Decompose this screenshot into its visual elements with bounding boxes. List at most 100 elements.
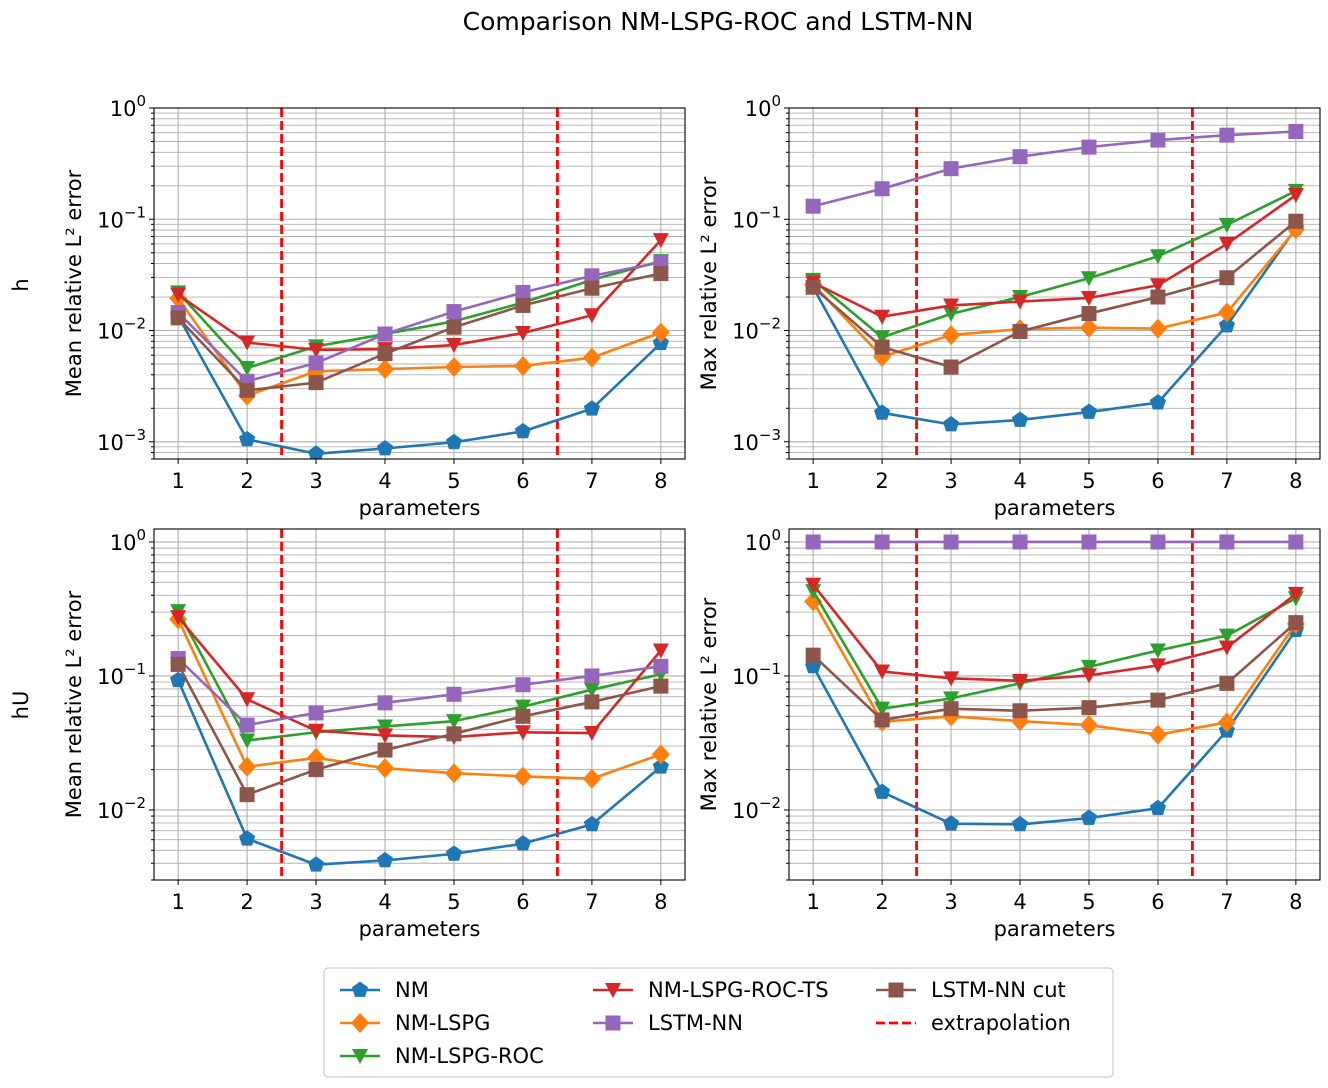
series-line-lstm-nn-cut (176, 663, 662, 796)
data-point (308, 705, 324, 721)
data-point (805, 647, 821, 663)
x-tick-label: 5 (1082, 469, 1095, 493)
data-point (1287, 586, 1304, 602)
data-point (943, 701, 959, 717)
data-point (376, 758, 395, 779)
x-tick-label: 8 (1289, 469, 1302, 493)
data-point (239, 717, 255, 733)
data-point (307, 856, 325, 872)
x-tick-label: 5 (447, 890, 460, 914)
data-point (513, 355, 532, 376)
data-point (652, 643, 669, 659)
series-line-lstm-nn-cut (177, 272, 662, 392)
data-point (308, 375, 324, 391)
x-tick-label: 3 (309, 469, 322, 493)
figure-title: Comparison NM-LSPG-ROC and LSTM-NN (463, 7, 974, 36)
data-point (1011, 815, 1029, 832)
legend-entry: NM-LSPG-ROC-TS (593, 978, 829, 1002)
data-point (874, 309, 891, 325)
data-point (1288, 123, 1304, 139)
data-point (515, 708, 531, 724)
data-point (943, 161, 959, 177)
series-line-nm (176, 679, 662, 867)
x-tick-label: 8 (1289, 890, 1302, 914)
subplot-4: 1 2 3 4 5 6 7 8 100 10−1 10−2 parameters Max relativ… (697, 526, 1321, 941)
data-point (1218, 640, 1235, 656)
x-tick-label: 4 (378, 890, 391, 914)
data-point (943, 671, 960, 687)
x-tick-label: 7 (585, 469, 598, 493)
data-point (376, 439, 394, 456)
data-point (308, 723, 325, 739)
x-tick-label: 1 (806, 469, 819, 493)
data-point (239, 382, 255, 398)
legend-label: NM-LSPG-ROC-TS (648, 978, 829, 1002)
data-point (377, 719, 394, 735)
subplot-1: 1 2 3 4 5 6 7 8 100 10−1 10−2 10−3 parameters Mean re… (62, 92, 686, 520)
data-point (653, 658, 669, 674)
data-point (805, 534, 821, 550)
x-tick-label: 7 (1220, 890, 1233, 914)
data-point (307, 445, 325, 459)
y-tick-label: 100 (110, 526, 146, 555)
data-point (874, 701, 891, 717)
data-point (445, 433, 463, 450)
x-tick-label: 3 (944, 890, 957, 914)
data-point (1080, 290, 1097, 306)
series-group (804, 123, 1305, 432)
data-point (239, 361, 256, 377)
series-line-nm-lspg-roc (176, 610, 662, 742)
data-point (308, 762, 324, 778)
data-point (874, 181, 890, 197)
data-point (584, 280, 600, 296)
data-point (943, 534, 959, 550)
series-line-nm-lspg-roc (177, 259, 662, 370)
data-point (514, 699, 531, 715)
data-point (652, 758, 669, 774)
legend-label: LSTM-NN cut (931, 978, 1066, 1002)
data-point (239, 787, 255, 803)
series-line-lstm-nn (812, 130, 1296, 208)
data-point (514, 422, 532, 439)
data-point (239, 830, 256, 846)
legend-frame (323, 967, 1114, 1078)
legend-marker (605, 983, 621, 998)
data-point (582, 347, 601, 368)
data-point (1149, 278, 1166, 294)
data-point (1148, 724, 1167, 745)
series-line-nm-lspg (177, 297, 662, 397)
grid (789, 108, 1320, 459)
data-point (513, 766, 532, 787)
data-point (238, 756, 257, 777)
data-point (1218, 217, 1235, 233)
series-line-nm (811, 629, 1297, 826)
y-tick-label: 10−1 (97, 660, 146, 689)
x-tick-label: 5 (447, 469, 460, 493)
x-tick-label: 2 (240, 890, 253, 914)
data-point (1012, 294, 1029, 310)
x-tick-label: 6 (1151, 469, 1164, 493)
data-point (1150, 534, 1166, 550)
data-point (583, 400, 600, 416)
data-point (1080, 668, 1097, 684)
series-line-nm-lspg-roc (812, 189, 1297, 339)
data-point (1149, 643, 1166, 659)
data-point (583, 815, 600, 832)
data-point (376, 851, 394, 868)
y-tick-label: 10−3 (97, 426, 146, 455)
legend-entry: LSTM-NN (593, 1011, 743, 1035)
data-point (170, 310, 186, 326)
y-axis-label: Max relative L² error (697, 597, 721, 811)
data-point (1012, 703, 1028, 719)
legend-label: extrapolation (931, 1011, 1071, 1035)
y-tick-label: 100 (745, 526, 781, 555)
series-line-lstm-nn (177, 261, 662, 383)
data-point (308, 342, 325, 358)
data-point (943, 691, 960, 707)
legend: NM NM-LSPG NM-LSPG-ROC NM-LSPG-ROC-TS LSTM-N… (323, 967, 1114, 1078)
row-label-h: h (9, 278, 33, 291)
data-point (583, 308, 600, 324)
y-tick-label: 10−2 (97, 794, 146, 823)
data-point (874, 404, 891, 420)
data-point (651, 744, 670, 765)
